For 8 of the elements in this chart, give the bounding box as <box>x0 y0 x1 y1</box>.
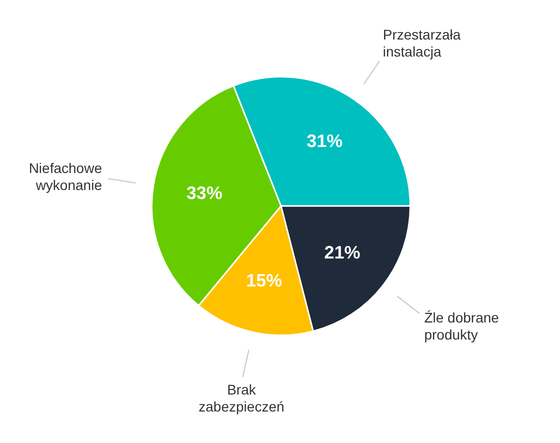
data-label: 31% <box>306 130 343 151</box>
data-label: 33% <box>186 182 222 203</box>
slice-label: Niefachowe wykonanie <box>28 160 102 194</box>
data-label: 15% <box>246 270 282 291</box>
slice-label: Przestarzała instalacja <box>382 26 461 60</box>
slice-label: Źle dobrane produkty <box>424 309 500 342</box>
slice-label: Brak zabezpieczeń <box>198 382 284 415</box>
data-label: 21% <box>324 242 360 262</box>
